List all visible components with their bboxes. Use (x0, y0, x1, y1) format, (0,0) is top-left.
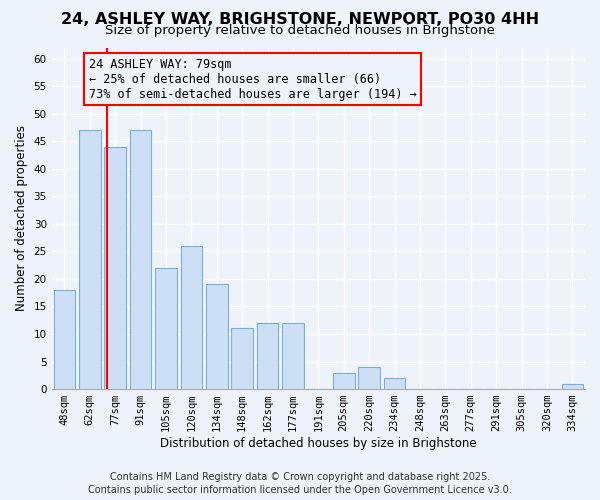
Bar (282, 323, 304, 389)
Text: 24 ASHLEY WAY: 79sqm
← 25% of detached houses are smaller (66)
73% of semi-detac: 24 ASHLEY WAY: 79sqm ← 25% of detached h… (89, 58, 417, 100)
Bar (79, 130, 101, 389)
Text: 24, ASHLEY WAY, BRIGHSTONE, NEWPORT, PO30 4HH: 24, ASHLEY WAY, BRIGHSTONE, NEWPORT, PO3… (61, 12, 539, 28)
Bar (104, 146, 126, 389)
Bar (358, 367, 380, 389)
Bar (155, 268, 177, 389)
Text: Contains HM Land Registry data © Crown copyright and database right 2025.
Contai: Contains HM Land Registry data © Crown c… (88, 472, 512, 495)
Bar (562, 384, 583, 389)
Bar (206, 284, 227, 389)
Bar (53, 290, 75, 389)
X-axis label: Distribution of detached houses by size in Brighstone: Distribution of detached houses by size … (160, 437, 476, 450)
Text: Size of property relative to detached houses in Brighstone: Size of property relative to detached ho… (105, 24, 495, 37)
Y-axis label: Number of detached properties: Number of detached properties (15, 126, 28, 312)
Bar (384, 378, 406, 389)
Bar (181, 246, 202, 389)
Bar (257, 323, 278, 389)
Bar (232, 328, 253, 389)
Bar (333, 372, 355, 389)
Bar (130, 130, 151, 389)
